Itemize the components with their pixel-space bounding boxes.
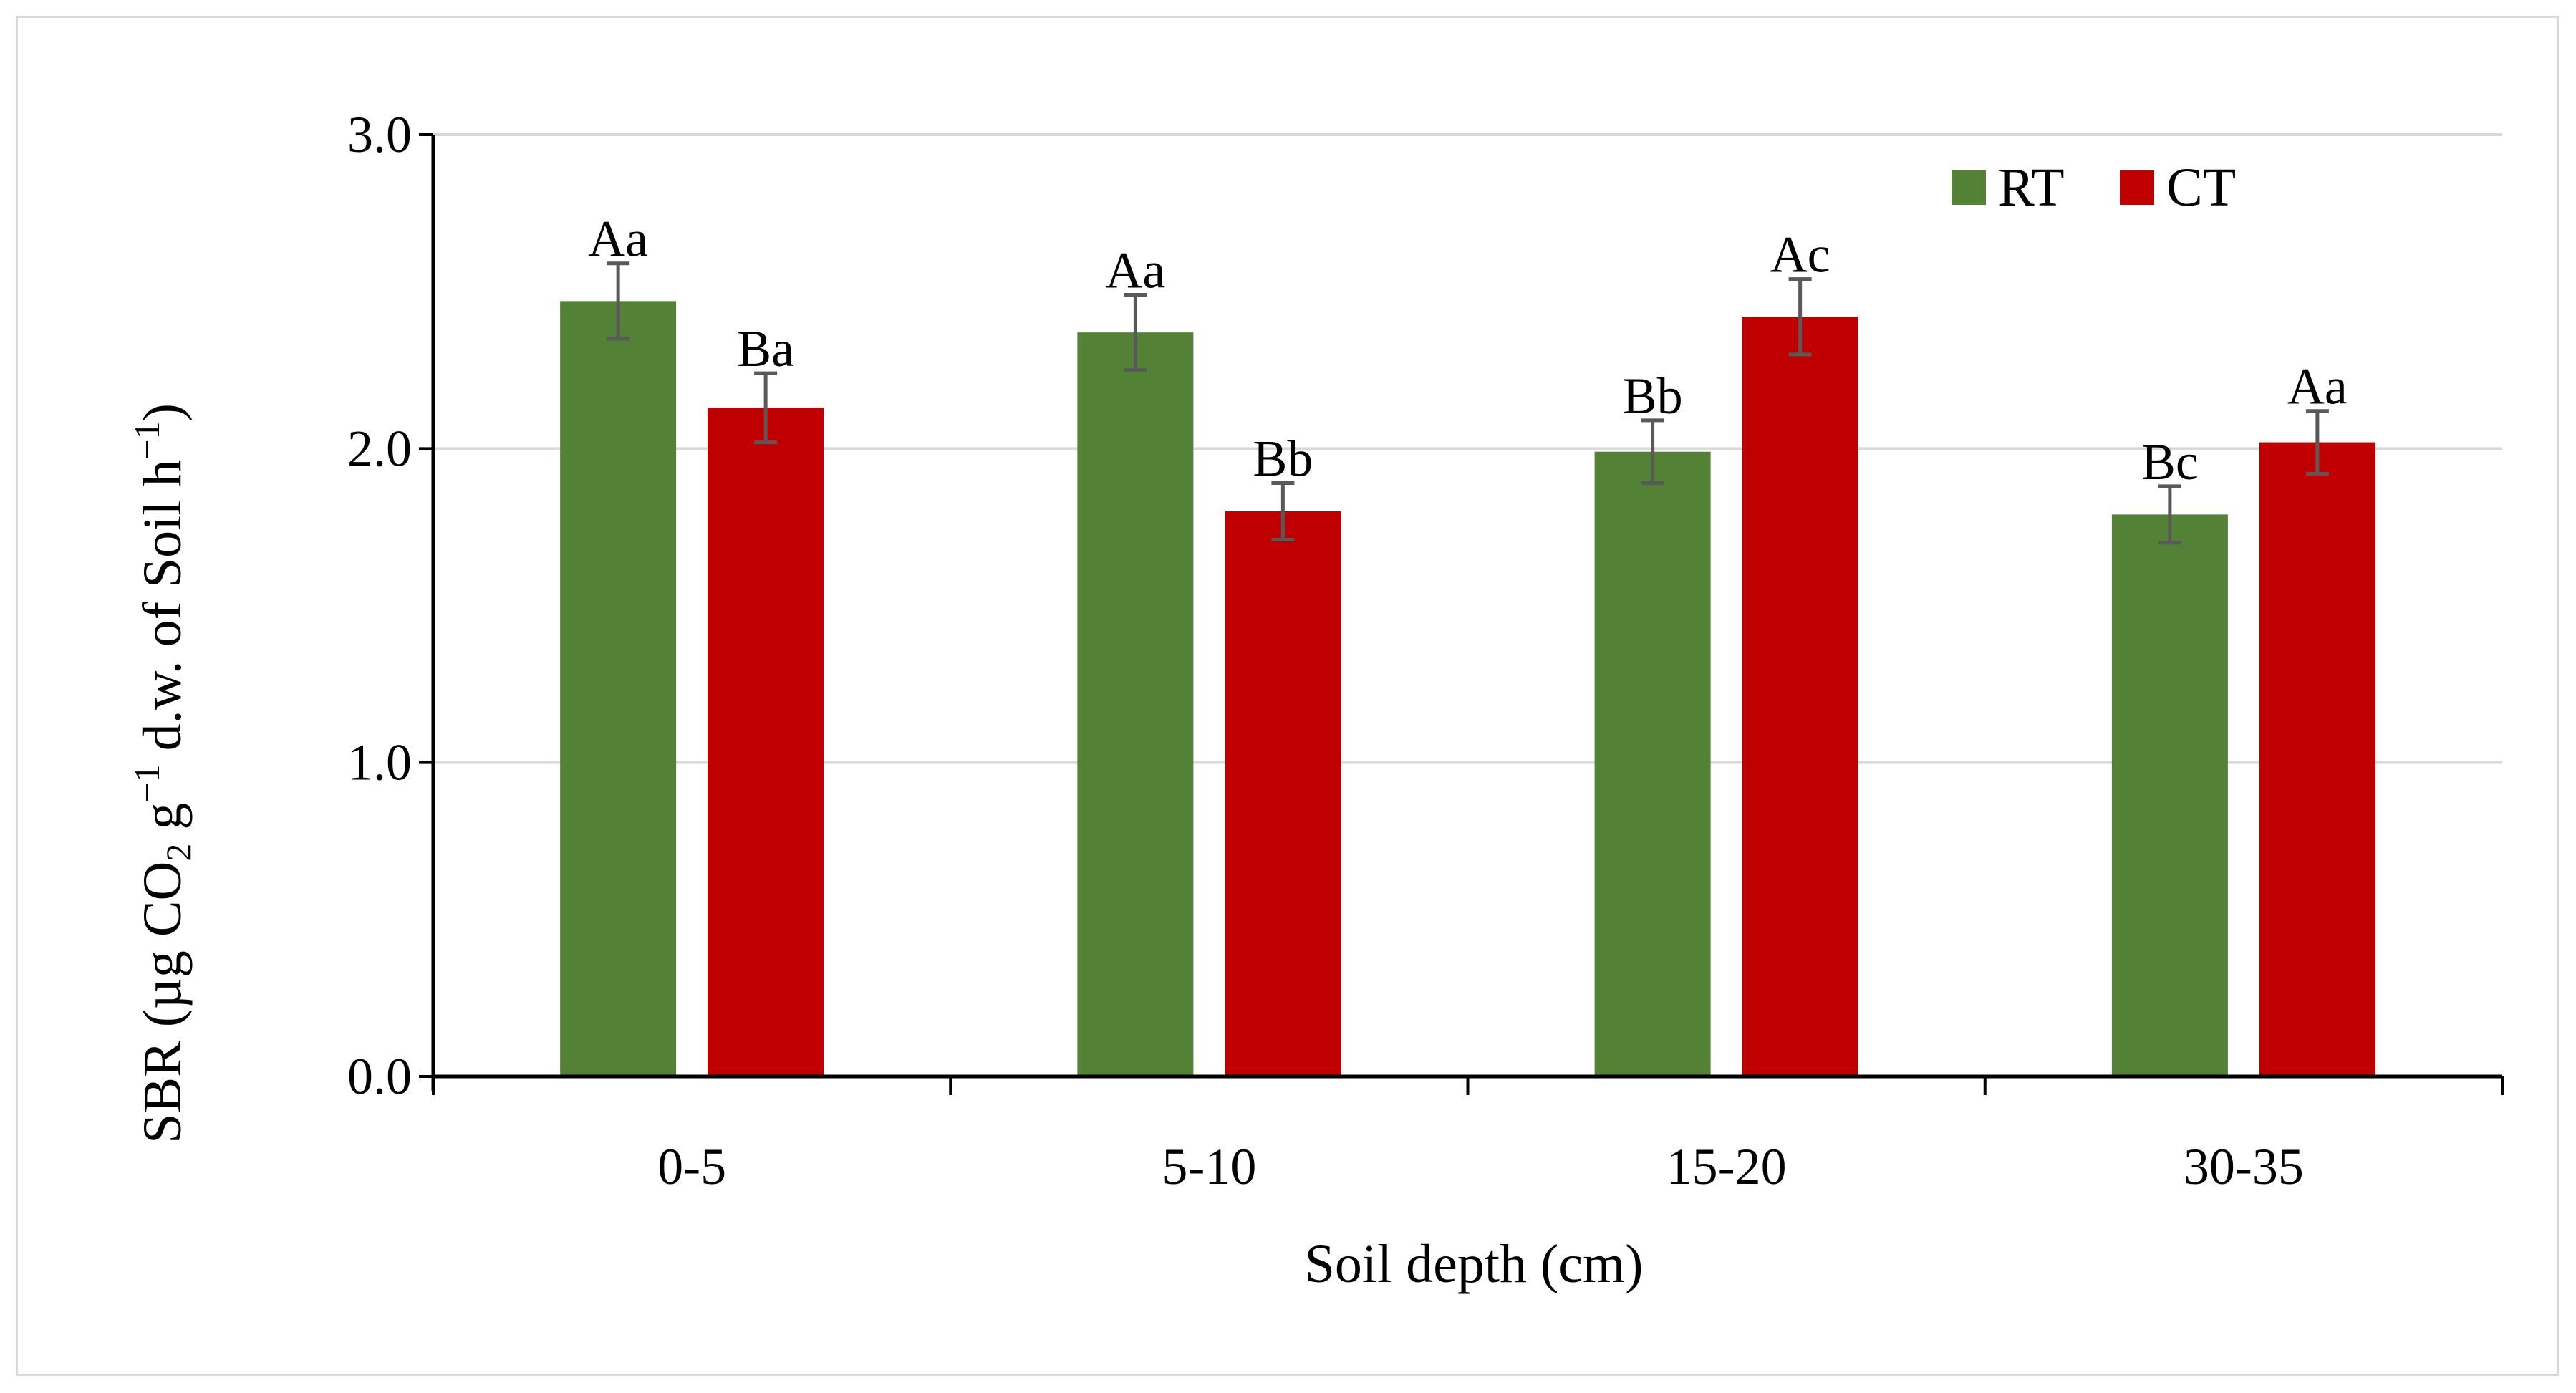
- bar-label: Aa: [2287, 358, 2348, 415]
- error-bars: [607, 261, 2329, 545]
- legend-label-rt: RT: [1998, 158, 2065, 218]
- bar-label: Aa: [588, 211, 648, 268]
- x-tick-label: 30-35: [2184, 1138, 2304, 1195]
- bar-label: Ba: [737, 320, 794, 377]
- bar-label: Bb: [1253, 430, 1313, 488]
- y-tick-label: 0.0: [347, 1048, 412, 1105]
- x-tick-label: 5-10: [1162, 1138, 1256, 1195]
- bar-label: Bb: [1623, 367, 1683, 425]
- bar-ct-0-5: [708, 408, 824, 1076]
- bar-rt-5-10: [1077, 332, 1194, 1076]
- bar-rt-0-5: [560, 301, 677, 1077]
- y-tick-label: 3.0: [347, 106, 412, 163]
- bar-label: Bc: [2141, 433, 2199, 491]
- y-tick-labels: 0.0 1.0 2.0 3.0: [347, 106, 412, 1105]
- bar-labels: Aa Aa Bb Bc Ba Bb Ac Aa: [588, 211, 2348, 491]
- bar-label: Aa: [1105, 242, 1165, 299]
- bar-ct-30-35: [2259, 442, 2375, 1076]
- y-tick-label: 1.0: [347, 734, 412, 791]
- x-axis-title: Soil depth (cm): [1305, 1234, 1644, 1294]
- bar-ct-15-20: [1742, 317, 1858, 1076]
- legend: RT CT: [1952, 158, 2236, 218]
- bar-label: Ac: [1770, 226, 1830, 284]
- bars: [560, 301, 2375, 1077]
- bar-ct-5-10: [1225, 511, 1341, 1076]
- x-tick-label: 15-20: [1666, 1138, 1787, 1195]
- y-tick-label: 2.0: [347, 420, 412, 477]
- x-tick-label: 0-5: [657, 1138, 726, 1195]
- x-tick-labels: 0-5 5-10 15-20 30-35: [657, 1138, 2304, 1195]
- y-axis-title: SBR (µg CO2 g−1 d.w. of Soil h−1): [127, 403, 198, 1144]
- bar-rt-30-35: [2111, 514, 2228, 1076]
- legend-swatch-ct: [2120, 170, 2154, 205]
- legend-swatch-rt: [1952, 170, 1986, 205]
- chart-frame: [16, 16, 2559, 1376]
- legend-label-ct: CT: [2166, 158, 2236, 218]
- bar-rt-15-20: [1594, 451, 1711, 1076]
- axes: [419, 133, 2504, 1095]
